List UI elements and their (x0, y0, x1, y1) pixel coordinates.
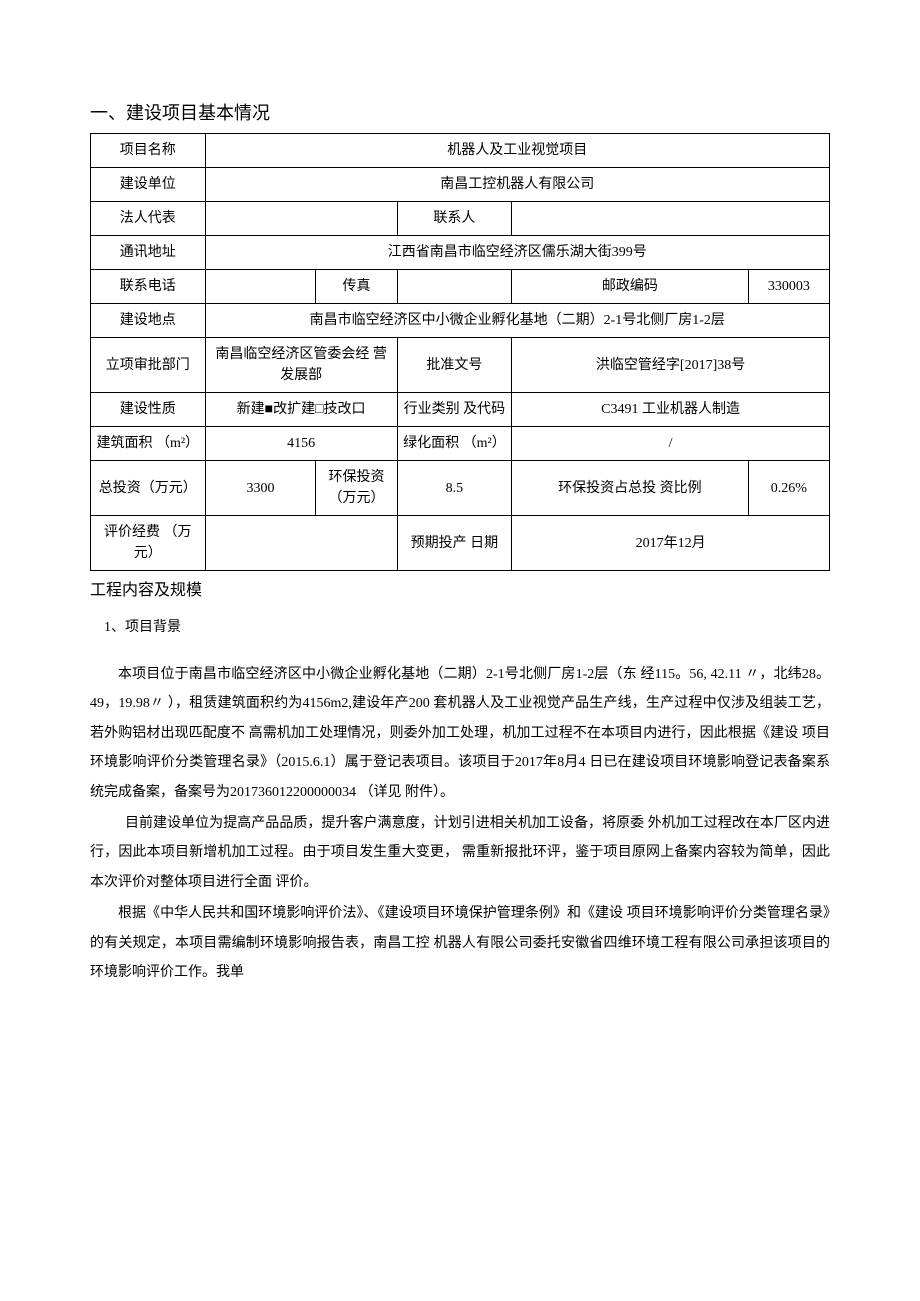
table-row: 联系电话 传真 邮政编码 330003 (91, 270, 830, 304)
sub-section-title: 工程内容及规模 (90, 579, 830, 603)
cell-label: 总投资（万元） (91, 461, 206, 516)
cell-value: 江西省南昌市临空经济区儒乐湖大街399号 (205, 236, 829, 270)
cell-label: 项目名称 (91, 134, 206, 168)
cell-label: 联系电话 (91, 270, 206, 304)
cell-label: 环保投资（万元） (316, 461, 397, 516)
cell-value (205, 516, 397, 571)
paragraph: 本项目位于南昌市临空经济区中小微企业孵化基地（二期）2-1号北侧厂房1-2层（东… (90, 660, 830, 807)
cell-value: 4156 (205, 427, 397, 461)
table-row: 法人代表 联系人 (91, 202, 830, 236)
table-row: 建筑面积 （m²） 4156 绿化面积 （m²） / (91, 427, 830, 461)
cell-label: 建设性质 (91, 393, 206, 427)
cell-label: 邮政编码 (512, 270, 748, 304)
cell-label: 通讯地址 (91, 236, 206, 270)
cell-label: 环保投资占总投 资比例 (512, 461, 748, 516)
cell-value (397, 270, 512, 304)
table-row: 总投资（万元） 3300 环保投资（万元） 8.5 环保投资占总投 资比例 0.… (91, 461, 830, 516)
cell-label: 建筑面积 （m²） (91, 427, 206, 461)
cell-value (205, 270, 316, 304)
cell-value: 新建■改扩建□技改口 (205, 393, 397, 427)
paragraph: 目前建设单位为提高产品品质，提升客户满意度，计划引进相关机加工设备，将原委 外机… (90, 809, 830, 897)
cell-value: 南昌临空经济区管委会经 营发展部 (205, 338, 397, 393)
table-row: 通讯地址 江西省南昌市临空经济区儒乐湖大街399号 (91, 236, 830, 270)
paragraph: 根据《中华人民共和国环境影响评价法》、《建设项目环境保护管理条例》和《建设 项目… (90, 899, 830, 987)
cell-value: 330003 (748, 270, 829, 304)
cell-label: 评价经费 （万元） (91, 516, 206, 571)
cell-label: 绿化面积 （m²） (397, 427, 512, 461)
cell-value: 南昌市临空经济区中小微企业孵化基地（二期）2-1号北侧厂房1-2层 (205, 304, 829, 338)
project-info-table: 项目名称 机器人及工业视觉项目 建设单位 南昌工控机器人有限公司 法人代表 联系… (90, 133, 830, 571)
paragraph-heading: 1、项目背景 (90, 617, 830, 638)
cell-label: 建设地点 (91, 304, 206, 338)
cell-label: 批准文号 (397, 338, 512, 393)
cell-label: 法人代表 (91, 202, 206, 236)
table-row: 项目名称 机器人及工业视觉项目 (91, 134, 830, 168)
cell-label: 传真 (316, 270, 397, 304)
cell-value: 南昌工控机器人有限公司 (205, 168, 829, 202)
table-row: 建设单位 南昌工控机器人有限公司 (91, 168, 830, 202)
cell-value: 8.5 (397, 461, 512, 516)
cell-label: 联系人 (397, 202, 512, 236)
cell-label: 建设单位 (91, 168, 206, 202)
cell-value (512, 202, 830, 236)
section-title: 一、建设项目基本情况 (90, 100, 830, 127)
table-row: 立项审批部门 南昌临空经济区管委会经 营发展部 批准文号 洪临空管经字[2017… (91, 338, 830, 393)
cell-value (205, 202, 397, 236)
cell-value: 机器人及工业视觉项目 (205, 134, 829, 168)
table-row: 建设性质 新建■改扩建□技改口 行业类别 及代码 C3491 工业机器人制造 (91, 393, 830, 427)
cell-value: 洪临空管经字[2017]38号 (512, 338, 830, 393)
table-row: 评价经费 （万元） 预期投产 日期 2017年12月 (91, 516, 830, 571)
cell-value: 2017年12月 (512, 516, 830, 571)
cell-value: C3491 工业机器人制造 (512, 393, 830, 427)
cell-label: 行业类别 及代码 (397, 393, 512, 427)
cell-label: 预期投产 日期 (397, 516, 512, 571)
table-row: 建设地点 南昌市临空经济区中小微企业孵化基地（二期）2-1号北侧厂房1-2层 (91, 304, 830, 338)
cell-label: 立项审批部门 (91, 338, 206, 393)
cell-value: 3300 (205, 461, 316, 516)
cell-value: 0.26% (748, 461, 829, 516)
cell-value: / (512, 427, 830, 461)
